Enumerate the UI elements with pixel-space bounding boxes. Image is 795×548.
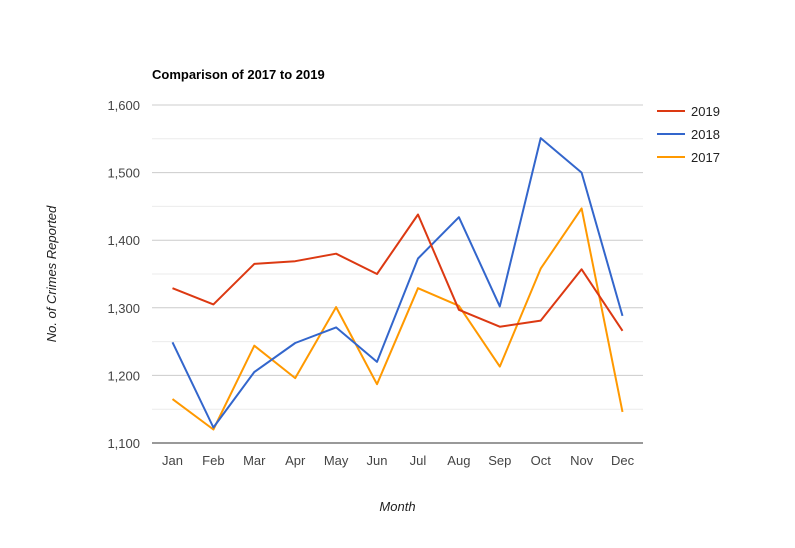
y-tick-label: 1,400 <box>107 233 140 248</box>
x-tick-label: Mar <box>243 453 266 468</box>
x-tick-label: Jan <box>162 453 183 468</box>
series-lines <box>171 137 624 431</box>
y-axis-title: No. of Crimes Reported <box>44 205 59 342</box>
series-line-2017 <box>171 207 624 431</box>
y-tick-label: 1,300 <box>107 301 140 316</box>
x-tick-label: Feb <box>202 453 224 468</box>
legend-label-2017: 2017 <box>691 150 720 165</box>
y-tick-label: 1,200 <box>107 368 140 383</box>
x-tick-label: Nov <box>570 453 594 468</box>
x-axis-title: Month <box>379 499 415 514</box>
y-axis-ticks: 1,100 1,200 1,300 1,400 1,500 1,600 <box>107 98 140 451</box>
x-tick-label: May <box>324 453 349 468</box>
x-tick-label: Jun <box>367 453 388 468</box>
y-tick-label: 1,500 <box>107 166 140 181</box>
series-line-2019 <box>172 213 624 332</box>
x-tick-label: Aug <box>447 453 470 468</box>
series-line-2018 <box>171 137 624 429</box>
chart-title: Comparison of 2017 to 2019 <box>152 67 325 82</box>
legend-label-2018: 2018 <box>691 127 720 142</box>
x-tick-label: Oct <box>531 453 552 468</box>
y-tick-label: 1,100 <box>107 436 140 451</box>
gridlines <box>152 104 643 444</box>
x-tick-label: Apr <box>285 453 306 468</box>
legend: 2019 2018 2017 <box>657 104 720 165</box>
x-axis-ticks: Jan Feb Mar Apr May Jun Jul Aug Sep Oct Nov Dec <box>162 453 635 468</box>
x-tick-label: Dec <box>611 453 635 468</box>
legend-label-2019: 2019 <box>691 104 720 119</box>
x-tick-label: Jul <box>410 453 427 468</box>
y-tick-label: 1,600 <box>107 98 140 113</box>
x-tick-label: Sep <box>488 453 511 468</box>
